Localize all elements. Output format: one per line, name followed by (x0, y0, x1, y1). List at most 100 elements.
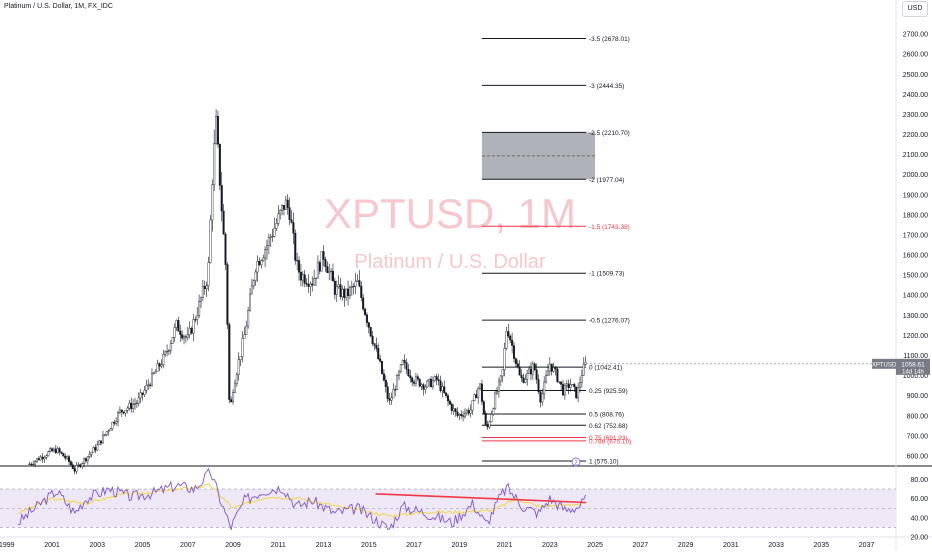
y-tick-label: 2700.00 (903, 32, 928, 39)
candle-body (580, 375, 583, 383)
candle-body (396, 375, 399, 390)
candle-body (345, 288, 348, 298)
candle-body (562, 384, 565, 396)
candle-body (75, 465, 78, 472)
candle-body (471, 400, 474, 411)
candle-body (537, 379, 540, 392)
candle-body (47, 451, 50, 457)
candle-body (96, 444, 99, 451)
candle-body (169, 343, 172, 351)
candle-body (414, 376, 417, 384)
candle-body (416, 376, 419, 380)
y-tick-label: 2000.00 (903, 172, 928, 179)
candle-body (388, 398, 391, 401)
candle-body (192, 319, 195, 334)
candle-body (301, 274, 304, 281)
fib-level-label: -3.5 (2678.01) (589, 36, 630, 43)
candle-body (226, 264, 229, 325)
candle-body (499, 375, 502, 382)
last-price-badge (896, 358, 930, 375)
candle-body (545, 375, 548, 383)
x-tick-label: 2013 (316, 542, 332, 549)
candle-body (465, 410, 468, 414)
candle-body (347, 288, 350, 297)
fib-level-label: -2 (1977.04) (589, 177, 624, 184)
fib-level-label: -1.5 (1743.38) (589, 224, 630, 231)
rsi-y-tick-label: 20.00 (910, 535, 928, 542)
fib-level-label: 0.5 (808.76) (589, 412, 624, 419)
candle-body (88, 454, 91, 457)
candle-body (305, 283, 308, 285)
candle-body (254, 271, 257, 281)
candle-body (30, 463, 33, 465)
candle-body (526, 373, 529, 380)
candle-body (269, 236, 272, 238)
currency-button[interactable]: USD (902, 1, 928, 17)
y-tick-label: 1000.00 (903, 373, 928, 380)
candle-body (326, 266, 329, 273)
candle-body (488, 421, 491, 428)
candle-body (422, 384, 425, 390)
candle-body (152, 372, 155, 374)
candle-body (68, 456, 71, 462)
candle-body (128, 402, 131, 409)
candle-body (103, 434, 106, 436)
candle-body (486, 424, 489, 428)
candles (28, 109, 587, 475)
candle-body (100, 440, 103, 444)
candle-body (250, 285, 253, 295)
candle-body (166, 351, 169, 353)
candle-body (228, 324, 231, 400)
candle-body (509, 335, 512, 341)
rsi-y-tick-label: 40.00 (910, 515, 928, 522)
candle-body (492, 408, 495, 415)
candle-body (369, 327, 372, 337)
candle-body (567, 383, 570, 388)
candle-body (213, 143, 216, 185)
candle-body (401, 360, 404, 365)
candle-body (507, 331, 510, 337)
watermark-name: Platinum / U.S. Dollar (354, 251, 546, 273)
candle-body (190, 328, 193, 334)
x-tick-label: 2015 (361, 542, 377, 549)
y-tick-label: 2300.00 (903, 112, 928, 119)
x-tick-label: 2009 (225, 542, 241, 549)
x-tick-label: 2001 (44, 542, 60, 549)
candle-body (392, 389, 395, 399)
candle-body (83, 458, 86, 464)
candle-body (484, 412, 487, 425)
candle-body (516, 363, 519, 368)
candle-body (264, 249, 267, 259)
rsi-y-tick-label: 80.00 (910, 477, 928, 484)
candle-body (43, 457, 46, 460)
candle-body (458, 414, 461, 416)
alert-marker[interactable] (571, 457, 581, 467)
candle-body (313, 278, 316, 286)
candle-body (292, 222, 295, 234)
candle-body (405, 362, 408, 370)
candle-body (518, 366, 521, 376)
candle-body (480, 383, 483, 402)
candle-body (117, 412, 120, 422)
candle-body (137, 397, 140, 404)
candle-body (86, 456, 89, 462)
candle-body (66, 456, 69, 459)
symbol-title[interactable]: Platinum / U.S. Dollar, 1M, FX_IDC (4, 3, 113, 10)
candle-body (339, 284, 342, 298)
candle-body (447, 395, 450, 402)
candle-body (360, 285, 363, 298)
candle-body (550, 363, 553, 372)
candle-body (505, 331, 508, 349)
candle-body (365, 314, 368, 323)
candle-body (284, 199, 287, 210)
rsi-trendline[interactable] (375, 493, 587, 504)
fib-level-label: 0.25 (925.59) (589, 388, 628, 395)
candle-body (196, 315, 199, 320)
candle-body (122, 411, 125, 414)
candle-body (543, 381, 546, 395)
candle-body (477, 388, 480, 399)
candle-body (256, 261, 259, 273)
candle-body (452, 408, 455, 411)
candle-body (207, 262, 210, 286)
candle-body (330, 270, 333, 272)
